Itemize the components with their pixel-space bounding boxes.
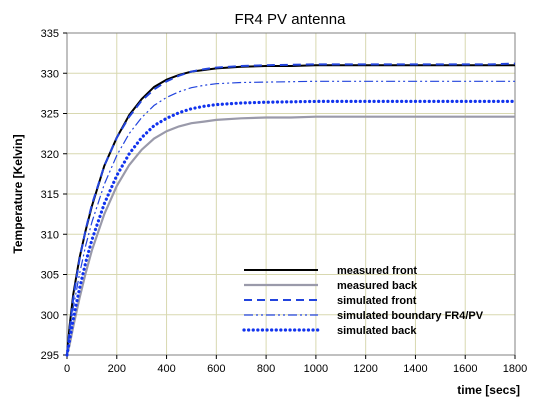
x-tick-label: 0 <box>64 363 70 375</box>
series-line-5 <box>65 99 517 357</box>
series-line-3 <box>66 62 516 356</box>
chart-title: FR4 PV antenna <box>235 11 347 28</box>
x-tick-label: 600 <box>207 363 225 375</box>
x-tick-label: 400 <box>157 363 175 375</box>
x-axis-label: time [secs] <box>457 383 520 397</box>
series-lines <box>65 62 517 357</box>
legend: measured front measured back simulated fro… <box>242 265 484 337</box>
grid <box>66 32 516 356</box>
y-tick-label: 310 <box>41 229 59 241</box>
series-line-2 <box>65 115 515 356</box>
legend-label: measured front <box>337 265 417 277</box>
y-tick-label: 305 <box>41 270 59 282</box>
y-tick-label: 315 <box>41 189 59 201</box>
y-tick-label: 335 <box>41 28 59 40</box>
x-tick-label: 1200 <box>353 363 377 375</box>
y-tick-label: 295 <box>41 350 59 362</box>
x-tick-label: 200 <box>108 363 126 375</box>
y-tick-label: 300 <box>41 310 59 322</box>
series-line-4 <box>66 80 515 356</box>
y-axis-ticks: 295 300 305 310 315 320 325 330 335 <box>41 28 67 362</box>
legend-label: measured back <box>337 280 418 292</box>
legend-label: simulated front <box>337 295 417 307</box>
legend-label: simulated boundary FR4/PV <box>337 310 484 322</box>
x-tick-label: 1800 <box>503 363 527 375</box>
y-axis-label: Temperature [Kelvin] <box>11 134 25 253</box>
legend-label: simulated back <box>337 325 417 337</box>
x-axis-ticks: 0 200 400 600 800 1000 1200 1400 1600 1800 <box>64 355 527 375</box>
y-tick-label: 320 <box>41 149 59 161</box>
x-tick-label: 800 <box>257 363 275 375</box>
y-tick-label: 330 <box>41 68 59 80</box>
x-tick-label: 1400 <box>403 363 427 375</box>
x-tick-label: 1000 <box>304 363 328 375</box>
y-tick-label: 325 <box>41 109 59 121</box>
x-tick-label: 1600 <box>453 363 477 375</box>
